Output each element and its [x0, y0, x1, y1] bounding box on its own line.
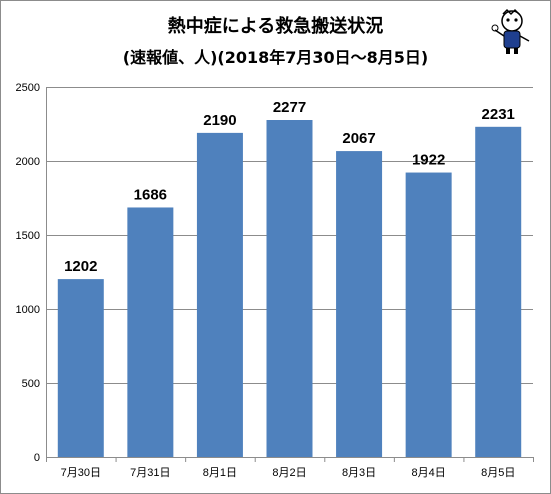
- y-tick-label: 0: [34, 452, 40, 464]
- x-tick-label: 8月1日: [203, 467, 237, 479]
- bar: [196, 132, 243, 457]
- chart-title: 熱中症による救急搬送状況: [167, 16, 384, 37]
- data-label: 2190: [203, 112, 236, 129]
- bar: [405, 172, 452, 457]
- data-label: 2231: [482, 106, 515, 123]
- data-label: 2277: [273, 99, 306, 116]
- x-tick-label: 7月30日: [61, 467, 101, 479]
- bar: [266, 120, 313, 457]
- y-tick-label: 500: [22, 378, 40, 390]
- bar: [127, 207, 174, 457]
- chart-subtitle: (速報値、人)(2018年7月30日〜8月5日): [122, 48, 429, 67]
- x-tick-label: 8月4日: [412, 467, 446, 479]
- y-tick-label: 2000: [16, 156, 40, 168]
- y-tick-label: 1500: [16, 230, 40, 242]
- mascot-icon: [491, 8, 530, 54]
- x-tick-label: 8月3日: [342, 467, 376, 479]
- data-label: 2067: [342, 130, 375, 147]
- data-label: 1922: [412, 152, 445, 169]
- data-label: 1686: [134, 186, 167, 203]
- x-tick-label: 7月31日: [130, 467, 170, 479]
- x-tick-label: 8月2日: [272, 467, 306, 479]
- data-label: 1202: [64, 258, 97, 275]
- bar: [475, 126, 522, 457]
- y-tick-label: 1000: [16, 304, 40, 316]
- bar: [57, 279, 104, 457]
- x-tick-label: 8月5日: [481, 467, 515, 479]
- bar: [336, 151, 383, 458]
- y-tick-label: 2500: [16, 82, 40, 94]
